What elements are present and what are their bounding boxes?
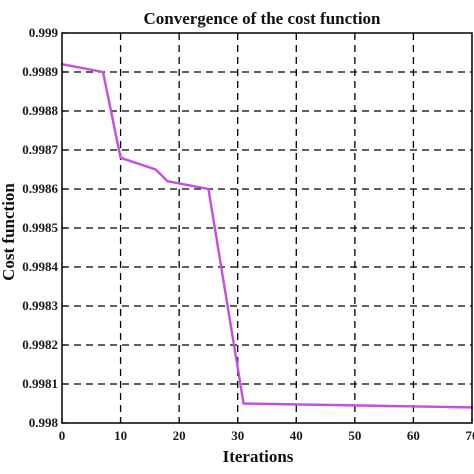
x-tick-label: 0 [59, 428, 66, 443]
y-tick-label: 0.9981 [22, 376, 58, 391]
y-tick-label: 0.9986 [22, 181, 58, 196]
axis-ticks: 0 10 20 30 40 50 60 70 0.998 0.9981 0.9982 0.9983 0.… [22, 25, 474, 443]
y-tick-label: 0.9983 [22, 298, 58, 313]
y-tick-label: 0.9989 [22, 64, 58, 79]
y-tick-label: 0.9984 [22, 259, 58, 274]
y-tick-label: 0.999 [29, 25, 59, 40]
y-axis-title: Cost function [0, 183, 18, 281]
y-tick-label: 0.9987 [22, 142, 58, 157]
x-tick-label: 30 [231, 428, 244, 443]
y-tick-label: 0.9988 [22, 103, 58, 118]
x-axis-title: Iterations [223, 447, 294, 466]
series-layer [60, 62, 474, 409]
grid [62, 33, 472, 423]
x-tick-label: 10 [114, 428, 127, 443]
x-tick-label: 40 [290, 428, 303, 443]
x-tick-label: 20 [173, 428, 186, 443]
series-line-0 [60, 62, 474, 409]
y-tick-label: 0.9985 [22, 220, 58, 235]
x-tick-label: 60 [407, 428, 420, 443]
chart-title: Convergence of the cost function [143, 9, 381, 28]
y-tick-label: 0.9982 [22, 337, 58, 352]
x-tick-label: 70 [466, 428, 474, 443]
x-tick-label: 50 [348, 428, 361, 443]
plot-frame [61, 32, 473, 424]
y-tick-label: 0.998 [29, 415, 59, 430]
